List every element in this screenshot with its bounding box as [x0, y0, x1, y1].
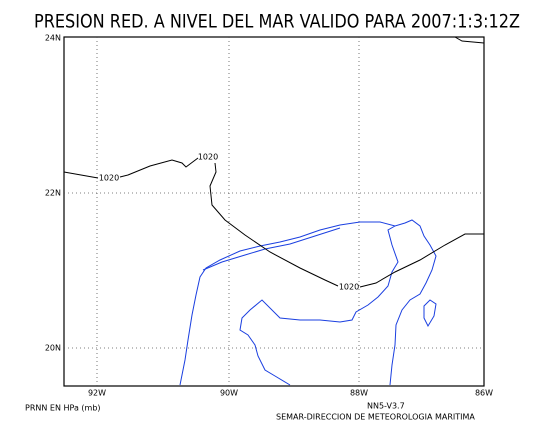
lat-label: 22N — [45, 189, 61, 198]
version: NN5-V3.7 — [367, 402, 405, 411]
isobars — [63, 36, 485, 288]
title: PRESION RED. A NIVEL DEL MAR VALIDO PARA… — [34, 11, 520, 33]
lat-label: 20N — [45, 344, 61, 353]
coastline — [179, 219, 437, 386]
map-frame — [63, 36, 485, 387]
isobar-label: 1020 — [339, 283, 359, 292]
credit: SEMAR-DIRECCION DE METEOROLOGIA MARITIMA — [276, 413, 475, 422]
lat-label: 24N — [45, 34, 61, 43]
isobar-label: 1020 — [99, 174, 119, 183]
isobar-label: 1020 — [198, 153, 218, 162]
lon-label: 88W — [350, 389, 368, 398]
units-note: PRNN EN HPa (mb) — [25, 404, 101, 413]
lon-label: 92W — [88, 389, 106, 398]
lon-label: 90W — [220, 389, 238, 398]
lon-label: 86W — [475, 389, 493, 398]
